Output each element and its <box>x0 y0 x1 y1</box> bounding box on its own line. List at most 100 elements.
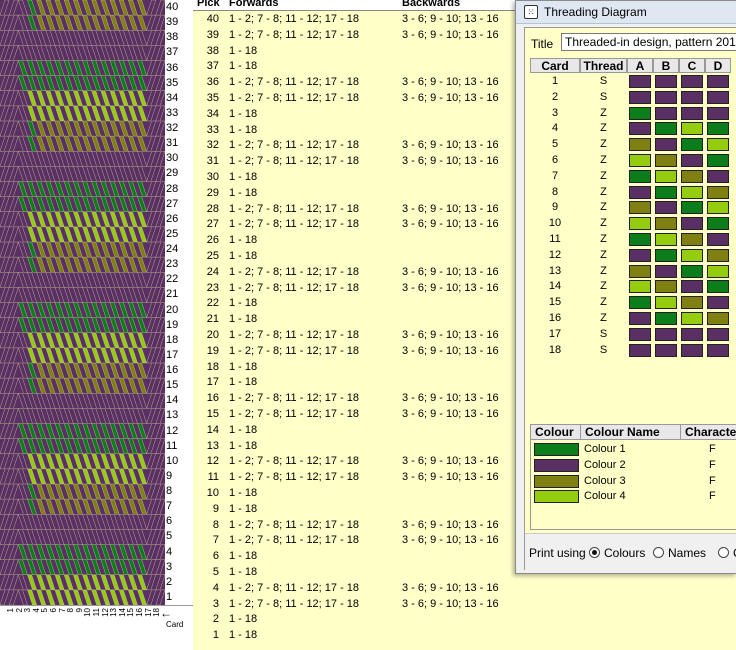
hole-colour-swatch[interactable] <box>629 327 651 341</box>
radio-icon[interactable] <box>589 547 600 558</box>
hole-colour-swatch[interactable] <box>629 343 651 357</box>
hole-colour-swatch[interactable] <box>655 248 677 262</box>
hole-colour-swatch[interactable] <box>629 90 651 104</box>
colour-header-2[interactable]: Character <box>681 425 736 440</box>
hole-colour-swatch[interactable] <box>629 201 651 215</box>
hole-colour-swatch[interactable] <box>655 122 677 136</box>
pick-row[interactable]: 19 1 - 2; 7 - 8; 11 - 12; 17 - 18 3 - 6; 9… <box>193 345 515 361</box>
pick-row[interactable]: 15 1 - 2; 7 - 8; 11 - 12; 17 - 18 3 - 6; 9… <box>193 408 515 424</box>
hole-colour-swatch[interactable] <box>681 264 703 278</box>
pick-row[interactable]: 36 1 - 2; 7 - 8; 11 - 12; 17 - 18 3 - 6; 9… <box>193 76 515 92</box>
thread-direction-cell[interactable]: Z <box>600 312 607 324</box>
thread-direction-cell[interactable]: S <box>599 343 608 356</box>
grid-header-card[interactable]: Card <box>530 58 580 73</box>
hole-colour-swatch[interactable] <box>655 90 677 104</box>
hole-colour-swatch[interactable] <box>629 280 651 294</box>
hole-colour-swatch[interactable] <box>629 217 651 231</box>
pick-row[interactable]: 12 1 - 2; 7 - 8; 11 - 12; 17 - 18 3 - 6; 9… <box>193 455 515 471</box>
pick-row[interactable]: 33 1 - 18 <box>193 124 515 140</box>
hole-colour-swatch[interactable] <box>629 296 651 310</box>
pick-row[interactable]: 40 1 - 2; 7 - 8; 11 - 12; 17 - 18 3 - 6; 9… <box>193 13 515 29</box>
thread-direction-cell[interactable]: Z <box>600 248 607 261</box>
pick-row[interactable]: 35 1 - 2; 7 - 8; 11 - 12; 17 - 18 3 - 6; 9… <box>193 92 515 108</box>
print-option-names[interactable]: Names <box>653 546 706 560</box>
colour-row[interactable]: Colour 1 F <box>531 442 736 458</box>
hole-colour-swatch[interactable] <box>655 217 677 231</box>
hole-colour-swatch[interactable] <box>707 233 729 246</box>
pick-row[interactable]: 5 1 - 18 <box>193 566 515 582</box>
pick-row[interactable]: 39 1 - 2; 7 - 8; 11 - 12; 17 - 18 3 - 6; 9… <box>193 29 515 45</box>
hole-colour-swatch[interactable] <box>655 343 677 357</box>
colour-swatch[interactable] <box>534 474 579 488</box>
hole-colour-swatch[interactable] <box>707 343 729 357</box>
hole-colour-swatch[interactable] <box>707 280 729 294</box>
grid-header-d[interactable]: D <box>705 58 731 73</box>
hole-colour-swatch[interactable] <box>655 264 677 278</box>
thread-direction-cell[interactable]: Z <box>600 122 607 135</box>
hole-colour-swatch[interactable] <box>629 312 651 325</box>
colour-row[interactable]: Colour 2 F <box>531 458 736 474</box>
thread-direction-cell[interactable]: Z <box>600 264 607 277</box>
title-input[interactable] <box>561 33 736 51</box>
hole-colour-swatch[interactable] <box>707 106 729 120</box>
colour-swatch[interactable] <box>534 490 579 504</box>
colour-swatch[interactable] <box>534 458 579 472</box>
hole-colour-swatch[interactable] <box>629 154 651 167</box>
hole-colour-swatch[interactable] <box>681 90 703 104</box>
hole-colour-swatch[interactable] <box>707 296 729 310</box>
thread-direction-cell[interactable]: Z <box>600 296 607 309</box>
hole-colour-swatch[interactable] <box>629 122 651 136</box>
hole-colour-swatch[interactable] <box>655 201 677 215</box>
hole-colour-swatch[interactable] <box>681 106 703 120</box>
thread-direction-cell[interactable]: Z <box>600 169 607 182</box>
pick-row[interactable]: 16 1 - 2; 7 - 8; 11 - 12; 17 - 18 3 - 6; 9… <box>193 392 515 408</box>
thread-direction-cell[interactable]: Z <box>600 201 607 214</box>
grid-header-thread[interactable]: Thread <box>580 58 627 73</box>
hole-colour-swatch[interactable] <box>681 312 703 325</box>
hole-colour-swatch[interactable] <box>655 280 677 294</box>
hole-colour-swatch[interactable] <box>629 75 651 88</box>
thread-direction-cell[interactable]: Z <box>600 106 607 119</box>
hole-colour-swatch[interactable] <box>655 233 677 246</box>
hole-colour-swatch[interactable] <box>629 169 651 183</box>
pick-row[interactable]: 9 1 - 18 <box>193 503 515 519</box>
thread-direction-cell[interactable]: Z <box>600 233 607 245</box>
pick-header[interactable]: Pick <box>197 0 220 9</box>
hole-colour-swatch[interactable] <box>629 264 651 278</box>
hole-colour-swatch[interactable] <box>707 327 729 341</box>
hole-colour-swatch[interactable] <box>655 296 677 310</box>
hole-colour-swatch[interactable] <box>629 185 651 199</box>
pick-row[interactable]: 37 1 - 18 <box>193 60 515 76</box>
forwards-header[interactable]: Forwards <box>229 0 279 9</box>
thread-direction-cell[interactable]: S <box>599 75 608 87</box>
pick-row[interactable]: 21 1 - 18 <box>193 313 515 329</box>
pick-row[interactable]: 28 1 - 2; 7 - 8; 11 - 12; 17 - 18 3 - 6; 9… <box>193 203 515 219</box>
hole-colour-swatch[interactable] <box>707 264 729 278</box>
hole-colour-swatch[interactable] <box>655 106 677 120</box>
radio-icon[interactable] <box>718 547 729 558</box>
print-option-c[interactable]: C <box>718 546 736 560</box>
thread-direction-cell[interactable]: Z <box>600 154 607 166</box>
thread-direction-cell[interactable]: S <box>599 90 608 103</box>
hole-colour-swatch[interactable] <box>629 248 651 262</box>
pick-row[interactable]: 2 1 - 18 <box>193 613 515 629</box>
hole-colour-swatch[interactable] <box>681 201 703 215</box>
pick-row[interactable]: 20 1 - 2; 7 - 8; 11 - 12; 17 - 18 3 - 6; 9… <box>193 329 515 345</box>
hole-colour-swatch[interactable] <box>681 122 703 136</box>
pick-row[interactable]: 22 1 - 18 <box>193 297 515 313</box>
colour-row[interactable]: Colour 3 F <box>531 474 736 490</box>
pick-row[interactable]: 32 1 - 2; 7 - 8; 11 - 12; 17 - 18 3 - 6; 9… <box>193 139 515 155</box>
hole-colour-swatch[interactable] <box>629 138 651 152</box>
hole-colour-swatch[interactable] <box>681 327 703 341</box>
pick-row[interactable]: 18 1 - 18 <box>193 361 515 377</box>
hole-colour-swatch[interactable] <box>707 90 729 104</box>
hole-colour-swatch[interactable] <box>681 185 703 199</box>
dialog-titlebar[interactable]: ⁙ Threading Diagram <box>516 1 736 24</box>
hole-colour-swatch[interactable] <box>707 217 729 231</box>
pick-row[interactable]: 11 1 - 2; 7 - 8; 11 - 12; 17 - 18 3 - 6; 9… <box>193 471 515 487</box>
pick-row[interactable]: 10 1 - 18 <box>193 487 515 503</box>
grid-header-b[interactable]: B <box>653 58 679 73</box>
pick-row[interactable]: 34 1 - 18 <box>193 108 515 124</box>
hole-colour-swatch[interactable] <box>681 75 703 88</box>
pick-row[interactable]: 30 1 - 18 <box>193 171 515 187</box>
